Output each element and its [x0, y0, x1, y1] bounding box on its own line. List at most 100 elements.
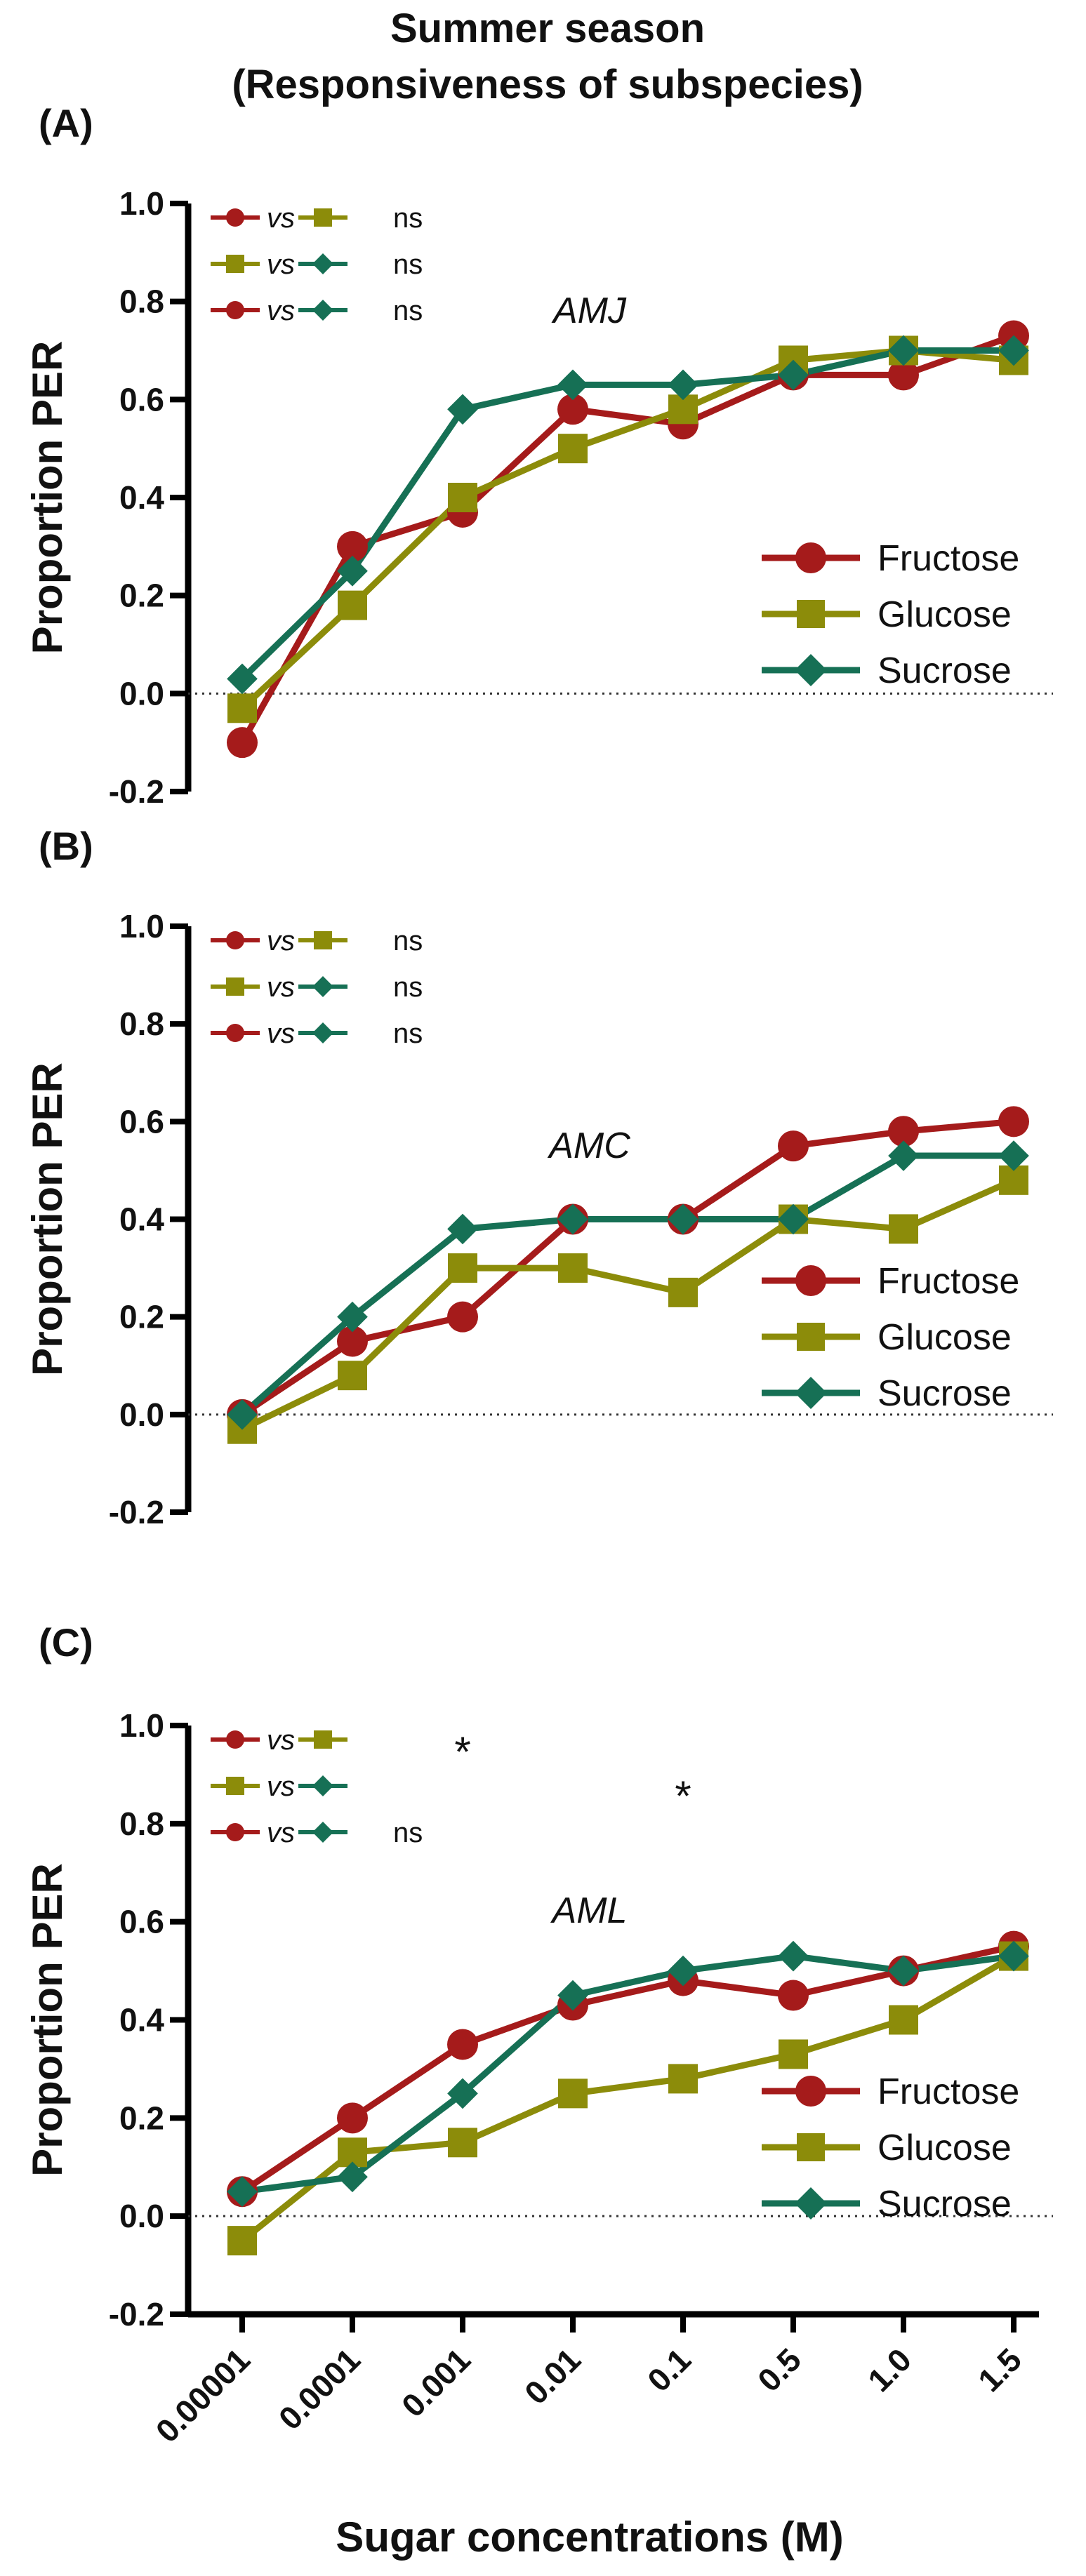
comparison-row: vs ns	[211, 972, 423, 1003]
comparison-result: ns	[393, 203, 423, 234]
comparison-row: vs ns	[211, 249, 423, 280]
comparison-row: vs ns	[211, 295, 423, 326]
data-point-sucrose	[227, 663, 258, 695]
series-line-sucrose	[240, 1152, 1014, 1417]
comparison-result: ns	[393, 295, 423, 326]
data-point-sucrose	[888, 1140, 919, 1171]
comparison-marker-fructose	[226, 931, 244, 949]
legend-marker	[795, 1377, 827, 1409]
comparison-marker-sucrose	[312, 1822, 333, 1843]
panel-c: (C) -0.2 0.0 0.2 0.4 0.6 0.8 1.0 Proportion PER A…	[24, 1620, 1053, 2450]
y-tick-label: 0.8	[119, 1006, 164, 1042]
data-point-sucrose	[447, 1213, 478, 1245]
panel-label: (B)	[39, 824, 93, 868]
data-point-sucrose	[668, 369, 698, 401]
legend-label: Glucose	[878, 594, 1012, 635]
series-line-fructose	[240, 1943, 1014, 2194]
x-tick-label: 0.0001	[272, 2341, 367, 2436]
comparison-vs-label: vs	[267, 1018, 295, 1049]
data-point-sucrose	[778, 359, 809, 391]
data-point-sucrose	[557, 1203, 588, 1235]
comparison-result: ns	[393, 926, 423, 956]
series-line-sucrose	[239, 347, 1014, 681]
data-point-fructose	[888, 359, 919, 391]
data-point-sucrose	[337, 1301, 368, 1333]
subspecies-annotation: AML	[550, 1890, 628, 1931]
y-tick-label: 0.8	[119, 283, 164, 320]
y-tick-label: 0.2	[119, 2100, 164, 2136]
subspecies-annotation: AMJ	[551, 291, 627, 331]
comparison-marker-fructose	[226, 208, 244, 227]
legend-entry-fructose: Fructose	[762, 1261, 1019, 1302]
data-point-fructose	[447, 2029, 478, 2060]
legend-entry-sucrose: Sucrose	[762, 2184, 1012, 2224]
data-point-glucose	[448, 1253, 477, 1283]
comparison-vs-label: vs	[267, 249, 295, 280]
data-point-sucrose	[447, 394, 478, 425]
comparison-vs-label: vs	[267, 1771, 295, 1802]
figure-title-line-2: (Responsiveness of subspecies)	[232, 62, 863, 107]
data-point-glucose	[558, 2078, 588, 2109]
data-point-fructose	[557, 394, 588, 425]
data-point-fructose	[998, 1106, 1029, 1137]
data-point-glucose	[227, 693, 257, 723]
data-point-sucrose	[998, 335, 1029, 366]
comparison-marker-sucrose	[312, 976, 333, 997]
data-point-sucrose	[888, 1955, 919, 1987]
x-tick-label: 1.0	[861, 2341, 918, 2398]
y-tick-label: 0.0	[119, 1396, 164, 1433]
data-point-sucrose	[227, 1399, 258, 1430]
y-tick-label: 0.8	[119, 1806, 164, 1842]
data-point-fructose	[337, 2102, 368, 2134]
y-tick-label: -0.2	[109, 1494, 164, 1530]
data-point-sucrose	[557, 369, 588, 401]
y-tick-label: 0.4	[119, 1201, 164, 1238]
x-tick-label: 0.1	[640, 2341, 698, 2398]
x-tick-label: 0.01	[517, 2341, 588, 2411]
y-tick-label: 1.0	[119, 1707, 164, 1744]
data-point-sucrose	[668, 1955, 698, 1987]
data-point-glucose	[558, 1253, 588, 1283]
comparison-vs-label: vs	[267, 1725, 295, 1756]
comparison-row: vs ns	[211, 926, 423, 956]
comparison-marker-sucrose	[312, 253, 333, 274]
comparison-marker-glucose	[314, 1730, 332, 1749]
data-point-glucose	[227, 2226, 257, 2256]
legend-marker	[795, 2076, 826, 2107]
y-tick-label: -0.2	[109, 773, 164, 810]
legend-marker	[795, 654, 827, 686]
data-point-sucrose	[888, 335, 919, 366]
data-point-glucose	[338, 1361, 367, 1391]
comparison-marker-glucose	[226, 1777, 244, 1795]
comparison-marker-sucrose	[312, 1022, 333, 1043]
data-point-glucose	[779, 2039, 808, 2069]
comparison-vs-label: vs	[267, 926, 295, 956]
comparison-marker-glucose	[226, 255, 244, 273]
y-axis-title: Proportion PER	[24, 341, 71, 655]
comparison-vs-label: vs	[267, 972, 295, 1003]
series-line-glucose	[240, 1953, 1016, 2243]
data-point-sucrose	[668, 1203, 698, 1235]
comparison-marker-fructose	[226, 1730, 244, 1749]
y-tick-label: 0.0	[119, 2198, 164, 2234]
y-axis-title: Proportion PER	[24, 1863, 71, 2177]
comparison-marker-fructose	[226, 301, 244, 319]
data-point-glucose	[448, 483, 477, 512]
data-point-sucrose	[337, 555, 368, 587]
legend-label: Sucrose	[878, 1373, 1012, 1414]
comparison-vs-label: vs	[267, 295, 295, 326]
data-point-fructose	[447, 1301, 478, 1333]
comparison-marker-fructose	[226, 1823, 244, 1841]
data-point-fructose	[778, 1980, 809, 2011]
comparison-marker-glucose	[226, 977, 244, 996]
comparison-marker-sucrose	[312, 1775, 333, 1796]
x-tick-label: 0.5	[750, 2341, 808, 2398]
subspecies-annotation: AMC	[547, 1126, 630, 1166]
significance-star: *	[454, 1728, 470, 1775]
legend-label: Glucose	[878, 2128, 1012, 2168]
comparison-result: ns	[393, 1817, 423, 1848]
panel-label: (C)	[39, 1620, 93, 1664]
legend-marker	[795, 542, 826, 573]
legend-marker	[795, 1265, 826, 1296]
